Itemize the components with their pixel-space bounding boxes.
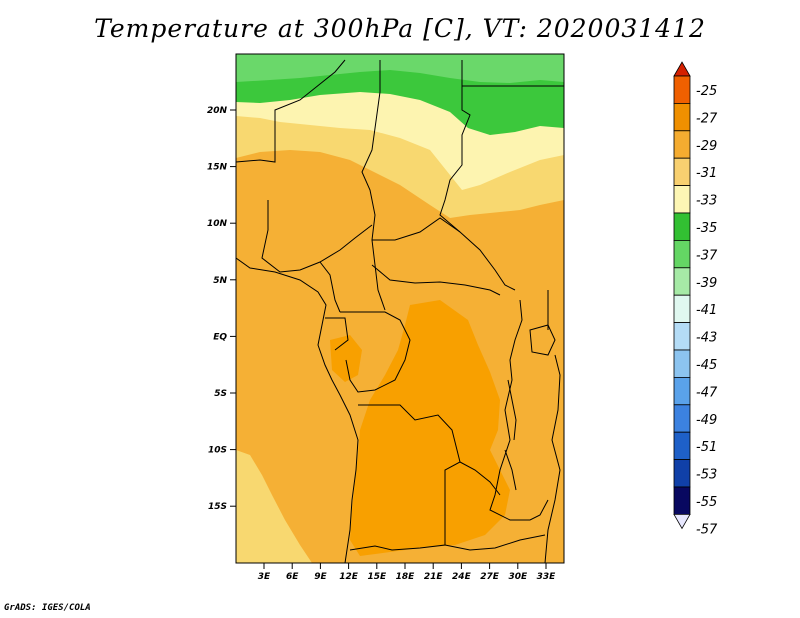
colorbar-label: -39 (696, 276, 717, 291)
colorbar-label: -31 (696, 166, 717, 181)
colorbar-box (673, 185, 691, 214)
field-band-37-39 (236, 54, 564, 83)
sahel-border (236, 59, 346, 163)
sudan-border (439, 60, 516, 291)
colorbar-box (673, 75, 691, 104)
cameroon-border (319, 261, 341, 313)
lat-label: 20N (207, 106, 228, 116)
colorbar-box (673, 294, 691, 324)
longitude-axis: 3E 6E 9E 12E 15E 18E 21E 24E 27E 30E 33E (258, 563, 556, 582)
colorbar-label: -51 (696, 440, 717, 455)
field-band-29-31-east (515, 300, 564, 440)
colorbar-label: -47 (696, 385, 718, 400)
colorbar-label: -53 (696, 468, 717, 483)
lat-label: 15N (207, 163, 228, 173)
colorbar-label: -45 (696, 358, 717, 373)
lon-label: 21E (424, 572, 444, 582)
field-band-27-29 (350, 300, 510, 556)
zambia-border (444, 461, 546, 551)
colorbar-label: -35 (696, 221, 717, 236)
lat-label: 15S (208, 502, 227, 512)
field-band-31-33-south (236, 450, 312, 563)
car-border (371, 217, 501, 296)
drc-east-border (489, 299, 549, 521)
colorbar-label: -55 (696, 495, 717, 510)
lat-label: 5S (214, 389, 227, 399)
lon-label: 27E (480, 572, 500, 582)
colorbar-label: -33 (696, 194, 717, 209)
colorbar-top-arrow (673, 61, 691, 77)
colorbar-label: -27 (696, 111, 718, 126)
latitude-axis: 20N 15N 10N 5N EQ 5S 10S 15S (207, 106, 236, 512)
map-frame (235, 53, 565, 564)
colorbar-box (673, 130, 691, 159)
chad-border (361, 60, 386, 311)
political-borders (236, 59, 564, 563)
colorbar-label: -49 (696, 413, 717, 428)
gabon-border (325, 317, 349, 351)
lake-victoria (529, 324, 556, 356)
temperature-field (236, 54, 564, 563)
lat-label: 5N (213, 276, 227, 286)
congo-border (340, 311, 411, 393)
grads-credit: GrADS: IGES/COLA (4, 603, 91, 613)
lon-label: 33E (537, 572, 557, 582)
lon-label: 24E (452, 572, 472, 582)
colorbar-bottom-arrow (673, 514, 691, 530)
field-band-27-29-west (330, 335, 362, 382)
lon-label: 30E (508, 572, 528, 582)
colorbar-box (673, 239, 691, 269)
colorbar-label: -43 (696, 331, 717, 346)
lat-label: 10N (207, 219, 228, 229)
lat-label: EQ (213, 332, 227, 342)
colorbar: -25 -27 -29 -31 -33 -35 -37 -39 -41 -43 -45 -47 -49 -… (673, 61, 718, 537)
lon-label: 12E (339, 572, 359, 582)
chart-title: Temperature at 300hPa [C], VT: 202003141… (94, 14, 706, 43)
lon-label: 15E (367, 572, 387, 582)
colorbar-label: -37 (696, 248, 718, 263)
colorbar-label: -41 (696, 303, 717, 318)
colorbar-box (673, 212, 691, 241)
colorbar-box (673, 349, 691, 378)
colorbar-box (673, 459, 691, 488)
colorbar-box (673, 267, 691, 296)
colorbar-box (673, 157, 691, 186)
lon-label: 18E (396, 572, 416, 582)
lon-label: 3E (258, 572, 271, 582)
lon-label: 9E (314, 572, 327, 582)
colorbar-label: -25 (696, 84, 717, 99)
colorbar-box (673, 103, 691, 132)
lon-label: 6E (286, 572, 299, 582)
lake-tanganyika (504, 379, 517, 491)
east-border (544, 290, 561, 563)
colorbar-box (673, 404, 691, 433)
colorbar-box (673, 486, 691, 515)
colorbar-label: -57 (696, 522, 718, 537)
atlantic-coastline (236, 257, 359, 563)
colorbar-box (673, 322, 691, 351)
colorbar-label: -29 (696, 139, 717, 154)
nigeria-border (261, 200, 373, 273)
lat-label: 10S (208, 446, 227, 456)
angola-border (349, 404, 461, 551)
colorbar-box (673, 376, 691, 406)
colorbar-box (673, 431, 691, 461)
